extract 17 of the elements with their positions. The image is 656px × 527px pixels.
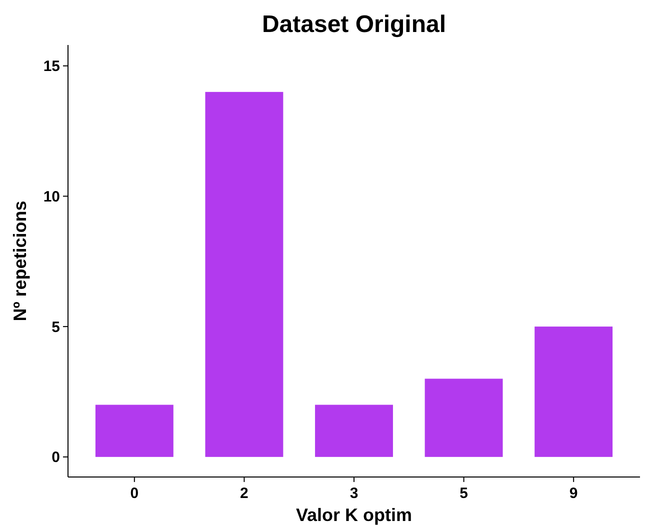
x-tick-label: 2 (240, 485, 248, 502)
bar (95, 404, 174, 457)
chart-title: Dataset Original (262, 11, 446, 38)
x-tick-label: 0 (130, 485, 139, 502)
x-axis-title: Valor K optim (296, 505, 412, 525)
y-tick-label: 5 (52, 318, 60, 336)
y-axis-title: Nº repeticions (10, 200, 30, 322)
y-tick-label: 10 (43, 188, 60, 206)
x-tick-label: 3 (350, 485, 358, 502)
x-tick-label: 5 (460, 485, 468, 502)
x-tick-label: 9 (569, 485, 578, 502)
y-tick-label: 15 (43, 58, 60, 76)
bar (315, 404, 393, 457)
bar (424, 378, 503, 457)
bar (205, 92, 284, 457)
bar (534, 326, 613, 457)
y-tick-label: 0 (52, 449, 60, 466)
